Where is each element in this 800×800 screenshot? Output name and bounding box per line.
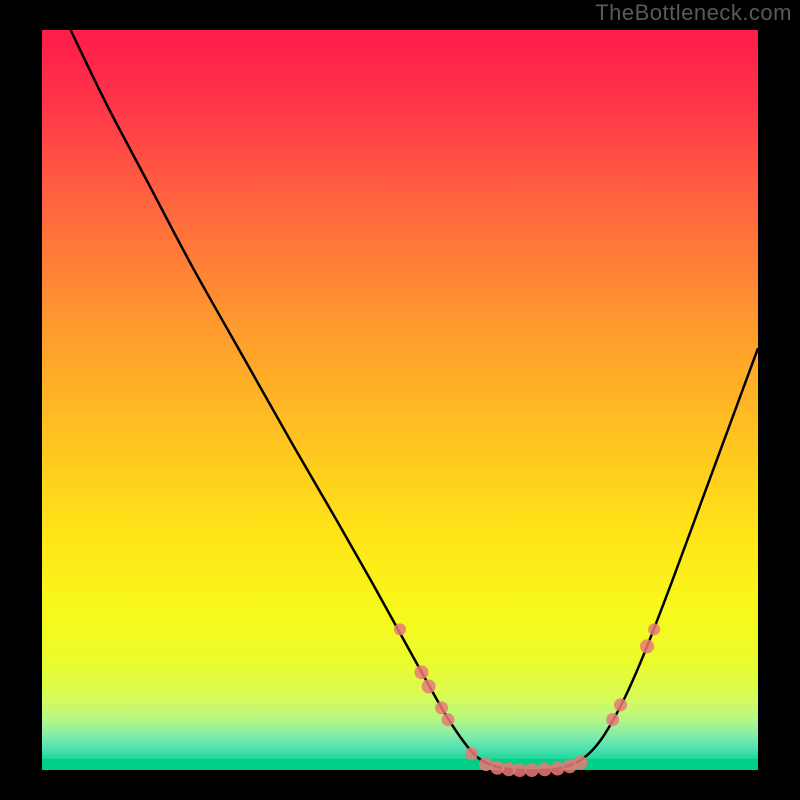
- data-marker: [525, 763, 539, 777]
- data-markers: [394, 623, 660, 777]
- data-marker: [573, 756, 587, 770]
- data-marker: [435, 701, 448, 714]
- data-marker: [465, 747, 478, 760]
- data-marker: [614, 698, 627, 711]
- data-marker: [640, 639, 654, 653]
- data-marker: [394, 623, 406, 635]
- bottleneck-curve: [71, 30, 758, 770]
- data-marker: [648, 623, 660, 635]
- data-marker: [551, 762, 565, 776]
- data-marker: [538, 762, 552, 776]
- data-marker: [606, 713, 619, 726]
- data-marker: [422, 679, 436, 693]
- bottleneck-chart: [42, 30, 758, 770]
- watermark-text: TheBottleneck.com: [595, 0, 792, 26]
- data-marker: [513, 763, 527, 777]
- data-marker: [441, 713, 454, 726]
- data-marker: [414, 665, 428, 679]
- curve-layer: [42, 30, 758, 770]
